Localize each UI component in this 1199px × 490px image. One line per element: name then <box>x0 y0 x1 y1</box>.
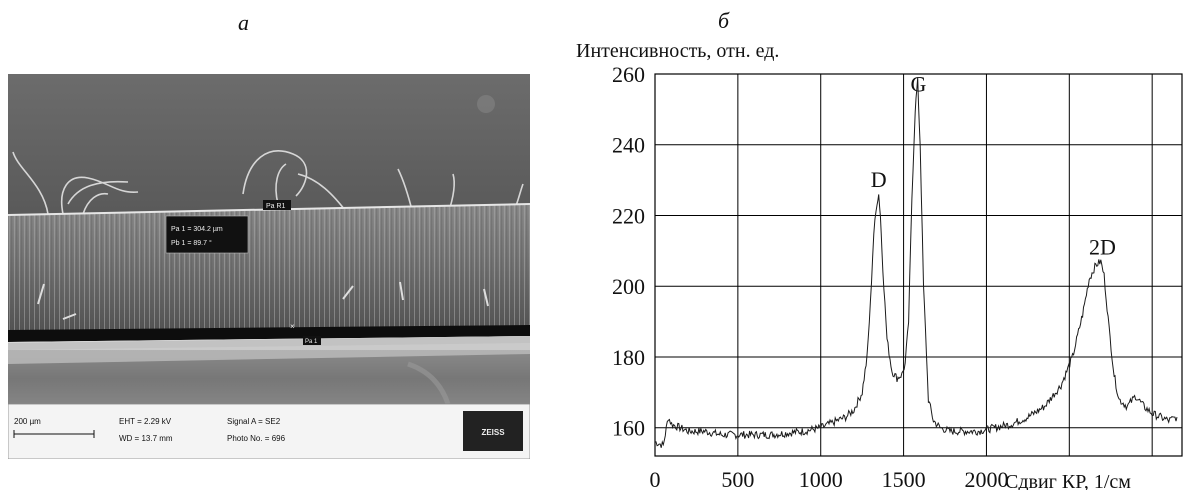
measurement-tag-r1-text: Pa R1 <box>266 203 286 210</box>
y-tick-label: 260 <box>612 62 645 87</box>
substrate-edge <box>8 325 530 342</box>
y-tick-label: 180 <box>612 345 645 370</box>
info-photo: Photo No. = 696 <box>227 434 286 443</box>
peak-annotations: D G 2D <box>871 72 1116 260</box>
info-eht: EHT = 2.29 kV <box>119 417 172 426</box>
measurement-pb: Pb 1 = 89.7 ° <box>171 239 212 247</box>
x-tick-label: 500 <box>721 467 754 490</box>
y-tick-label: 220 <box>612 203 645 228</box>
x-tick-labels: 0 500 1000 1500 2000 <box>650 467 1009 490</box>
sem-info-bar <box>8 403 530 459</box>
x-tick-label: 1000 <box>799 467 843 490</box>
measurement-tag-r1 <box>263 200 291 210</box>
peak-label: G <box>911 72 927 97</box>
y-tick-labels: 160 180 200 220 240 260 <box>612 62 645 441</box>
measurement-tag-pa1-text: Pa 1 <box>305 339 318 345</box>
x-tick-label: 0 <box>650 467 661 490</box>
panel-label-b: б <box>718 8 730 33</box>
measurement-tag-pa1 <box>303 336 321 345</box>
y-tick-label: 160 <box>612 416 645 441</box>
peak-label: D <box>871 167 887 192</box>
info-signal: Signal A = SE2 <box>227 417 281 426</box>
svg-text:×: × <box>290 322 295 331</box>
y-axis-title: Интенсивность, отн. ед. <box>576 40 779 62</box>
plot-frame <box>654 73 1183 457</box>
y-tick-label: 200 <box>612 274 645 299</box>
y-tick-label: 240 <box>612 133 645 158</box>
spectrum-line <box>654 77 1178 448</box>
measurement-box <box>165 215 249 254</box>
info-wd: WD = 13.7 mm <box>119 434 173 443</box>
x-tick-label: 1500 <box>882 467 926 490</box>
measurement-pa: Pa 1 = 304.2 µm <box>171 226 223 233</box>
chart-grid <box>654 73 1182 456</box>
raman-spectrum-chart: Интенсивность, отн. ед. Сдвиг КР, 1/см 1… <box>575 40 1199 490</box>
zeiss-logo <box>463 411 523 451</box>
sem-background <box>8 74 530 219</box>
sem-micrograph: Pa R1 Pa 1 = 304.2 µm Pb 1 = 89.7 ° × Pa… <box>8 74 530 459</box>
scale-bar-label: 200 µm <box>14 417 41 426</box>
x-axis-title: Сдвиг КР, 1/см <box>1005 471 1131 490</box>
panel-label-a: а <box>238 10 249 35</box>
x-tick-label: 2000 <box>964 467 1008 490</box>
zeiss-logo-text: ZEISS <box>481 428 505 437</box>
peak-label: 2D <box>1089 234 1116 259</box>
